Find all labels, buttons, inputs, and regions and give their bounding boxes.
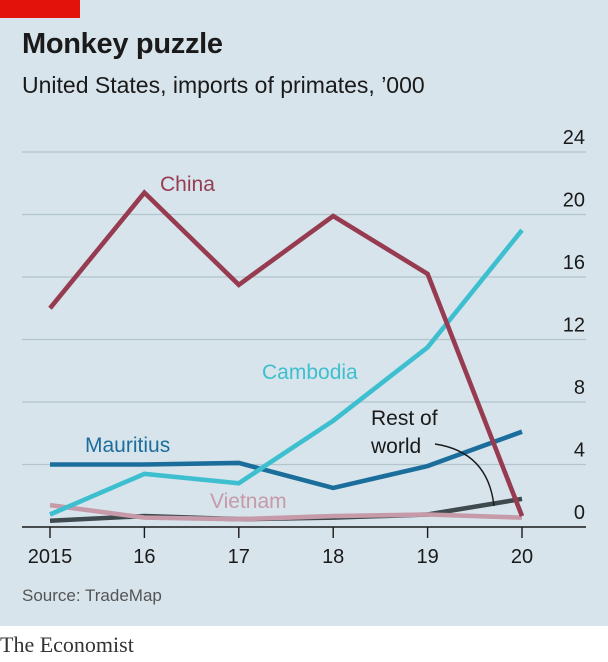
leader-line xyxy=(434,443,495,507)
brand-accent-tag xyxy=(0,0,80,18)
series-label-mauritius: Mauritius xyxy=(85,434,170,457)
series-label-rest-of-world: world xyxy=(370,435,421,458)
series-line-mauritius xyxy=(50,429,523,491)
x-tick-label: 19 xyxy=(416,546,438,568)
y-tick-label: 16 xyxy=(563,252,585,274)
y-tick-label: 24 xyxy=(563,127,585,149)
line-chart: 0 4 8 12 16 20 24 2015 16 17 18 19 20 China Cambodia… xyxy=(22,127,586,568)
series-label-vietnam: Vietnam xyxy=(210,490,287,513)
y-tick-label: 0 xyxy=(574,502,585,524)
y-tick-label: 12 xyxy=(563,315,585,337)
x-tick-label: 17 xyxy=(228,546,250,568)
y-tick-label: 20 xyxy=(563,190,585,212)
y-tick-label: 8 xyxy=(574,377,585,399)
series-line-china xyxy=(48,189,525,517)
chart-title: Monkey puzzle xyxy=(22,28,223,60)
series-labels: China Cambodia Mauritius Vietnam Rest of worl… xyxy=(85,173,495,513)
y-tick-label: 4 xyxy=(574,440,585,462)
x-tick-label: 18 xyxy=(322,546,344,568)
series-label-cambodia: Cambodia xyxy=(262,361,358,384)
source-note: Source: TradeMap xyxy=(22,586,162,605)
gridlines xyxy=(22,151,586,528)
series-label-china: China xyxy=(160,173,215,196)
series-line-cambodia xyxy=(49,228,524,517)
x-axis-ticks: 2015 16 17 18 19 20 xyxy=(28,527,533,568)
y-axis-ticks: 0 4 8 12 16 20 24 xyxy=(563,127,585,524)
x-tick-label: 16 xyxy=(133,546,155,568)
brand-wordmark: The Economist xyxy=(0,632,134,657)
chart-panel xyxy=(0,0,608,626)
series-lines xyxy=(48,189,525,524)
chart-subtitle: United States, imports of primates, ’000 xyxy=(22,72,425,98)
series-line-vietnam xyxy=(49,502,523,522)
x-tick-label: 20 xyxy=(511,546,533,568)
x-tick-label: 2015 xyxy=(28,546,73,568)
series-label-rest-of-world: Rest of xyxy=(371,407,438,430)
